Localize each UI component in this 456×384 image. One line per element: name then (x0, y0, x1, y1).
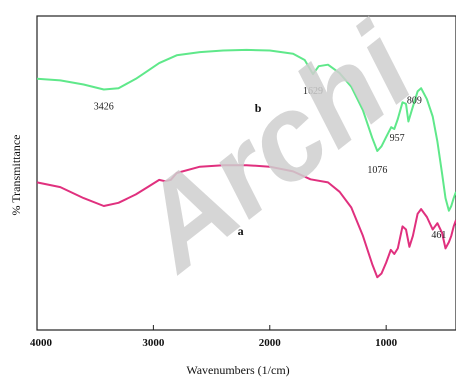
peak-label-461: 461 (431, 230, 446, 241)
x-tick-label: 1000 (375, 337, 398, 349)
x-tick-label: 4000 (30, 337, 53, 349)
series-labels: ba (238, 101, 262, 238)
x-tick-label: 2000 (259, 337, 282, 349)
series-line-b (36, 48, 456, 212)
y-axis-title: % Transmittance (9, 135, 23, 216)
peak-annotations: 3426 1629 1076 957 809 461 (94, 86, 447, 241)
peak-label-1076: 1076 (367, 165, 387, 176)
x-axis-title: Wavenumbers (1/cm) (186, 363, 289, 377)
peak-label-3426: 3426 (94, 101, 114, 112)
peak-label-957: 957 (390, 133, 405, 144)
x-tick-label: 3000 (142, 337, 165, 349)
series-line-a (36, 164, 456, 279)
peak-label-1629: 1629 (303, 86, 323, 97)
series-label-b: b (255, 101, 262, 115)
plot-border (36, 15, 456, 331)
x-axis-ticks: 4000 3000 2000 1000 (30, 325, 398, 349)
series-lines (36, 48, 456, 279)
plot-frame (36, 15, 456, 331)
series-label-a: a (238, 224, 244, 238)
peak-label-809: 809 (407, 96, 422, 107)
